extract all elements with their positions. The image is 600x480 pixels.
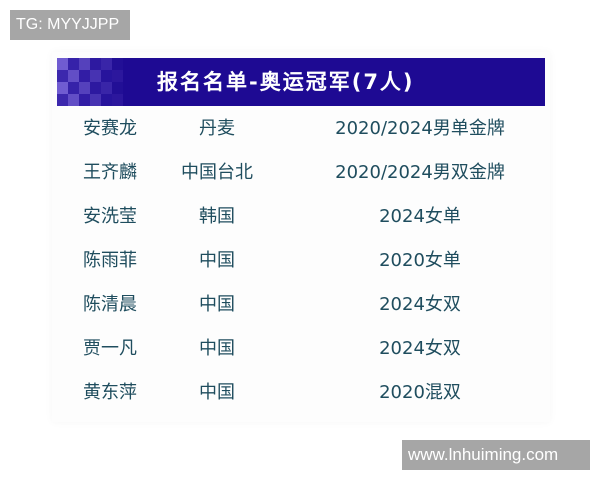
table-row: 贾一凡 中国 2024女双	[57, 327, 545, 371]
checker-square	[112, 82, 123, 94]
checker-square	[57, 94, 68, 106]
checker-square	[68, 94, 79, 106]
checker-square	[79, 70, 90, 82]
checker-square	[79, 58, 90, 70]
athlete-region: 丹麦	[199, 118, 235, 139]
athlete-region: 中国	[199, 338, 235, 359]
athlete-medal: 2020混双	[379, 382, 461, 403]
banner: 报名名单-奥运冠军(7人)	[57, 58, 545, 106]
athlete-name: 王齐麟	[83, 162, 137, 183]
watermark-top: TG: MYYJJPP	[10, 10, 130, 40]
checker-square	[112, 70, 123, 82]
athlete-region: 韩国	[199, 206, 235, 227]
checker-pattern	[57, 58, 123, 106]
athlete-name: 陈清晨	[83, 294, 137, 315]
checker-square	[101, 94, 112, 106]
checker-square	[79, 82, 90, 94]
checker-square	[90, 82, 101, 94]
checker-square	[90, 94, 101, 106]
table-row: 陈清晨 中国 2024女双	[57, 283, 545, 327]
athlete-medal: 2024女双	[379, 294, 461, 315]
athlete-medal: 2020/2024男双金牌	[335, 162, 505, 183]
checker-square	[68, 82, 79, 94]
checker-square	[101, 82, 112, 94]
athlete-medal: 2020/2024男单金牌	[335, 118, 505, 139]
checker-square	[57, 58, 68, 70]
table-row: 王齐麟 中国台北 2020/2024男双金牌	[57, 151, 545, 195]
roster-card	[52, 52, 550, 422]
checker-square	[57, 82, 68, 94]
athlete-region: 中国	[199, 250, 235, 271]
athlete-name: 安洗莹	[83, 206, 137, 227]
checker-square	[112, 58, 123, 70]
table-row: 安赛龙 丹麦 2020/2024男单金牌	[57, 107, 545, 151]
athlete-medal: 2020女单	[379, 250, 461, 271]
athlete-medal: 2024女单	[379, 206, 461, 227]
banner-title: 报名名单-奥运冠军(7人)	[157, 70, 415, 94]
athlete-name: 安赛龙	[83, 118, 137, 139]
checker-square	[57, 70, 68, 82]
checker-square	[90, 70, 101, 82]
checker-square	[112, 94, 123, 106]
athlete-region: 中国	[199, 382, 235, 403]
checker-square	[68, 70, 79, 82]
checker-square	[101, 70, 112, 82]
athlete-region: 中国台北	[181, 162, 253, 183]
table-row: 安洗莹 韩国 2024女单	[57, 195, 545, 239]
athlete-region: 中国	[199, 294, 235, 315]
athlete-name: 贾一凡	[83, 338, 137, 359]
table-row: 陈雨菲 中国 2020女单	[57, 239, 545, 283]
checker-square	[90, 58, 101, 70]
athlete-name: 陈雨菲	[83, 250, 137, 271]
checker-square	[79, 94, 90, 106]
checker-square	[68, 58, 79, 70]
athlete-medal: 2024女双	[379, 338, 461, 359]
table-row: 黄东萍 中国 2020混双	[57, 371, 545, 415]
athlete-name: 黄东萍	[83, 382, 137, 403]
checker-square	[101, 58, 112, 70]
watermark-bottom: www.lnhuiming.com	[402, 440, 590, 470]
